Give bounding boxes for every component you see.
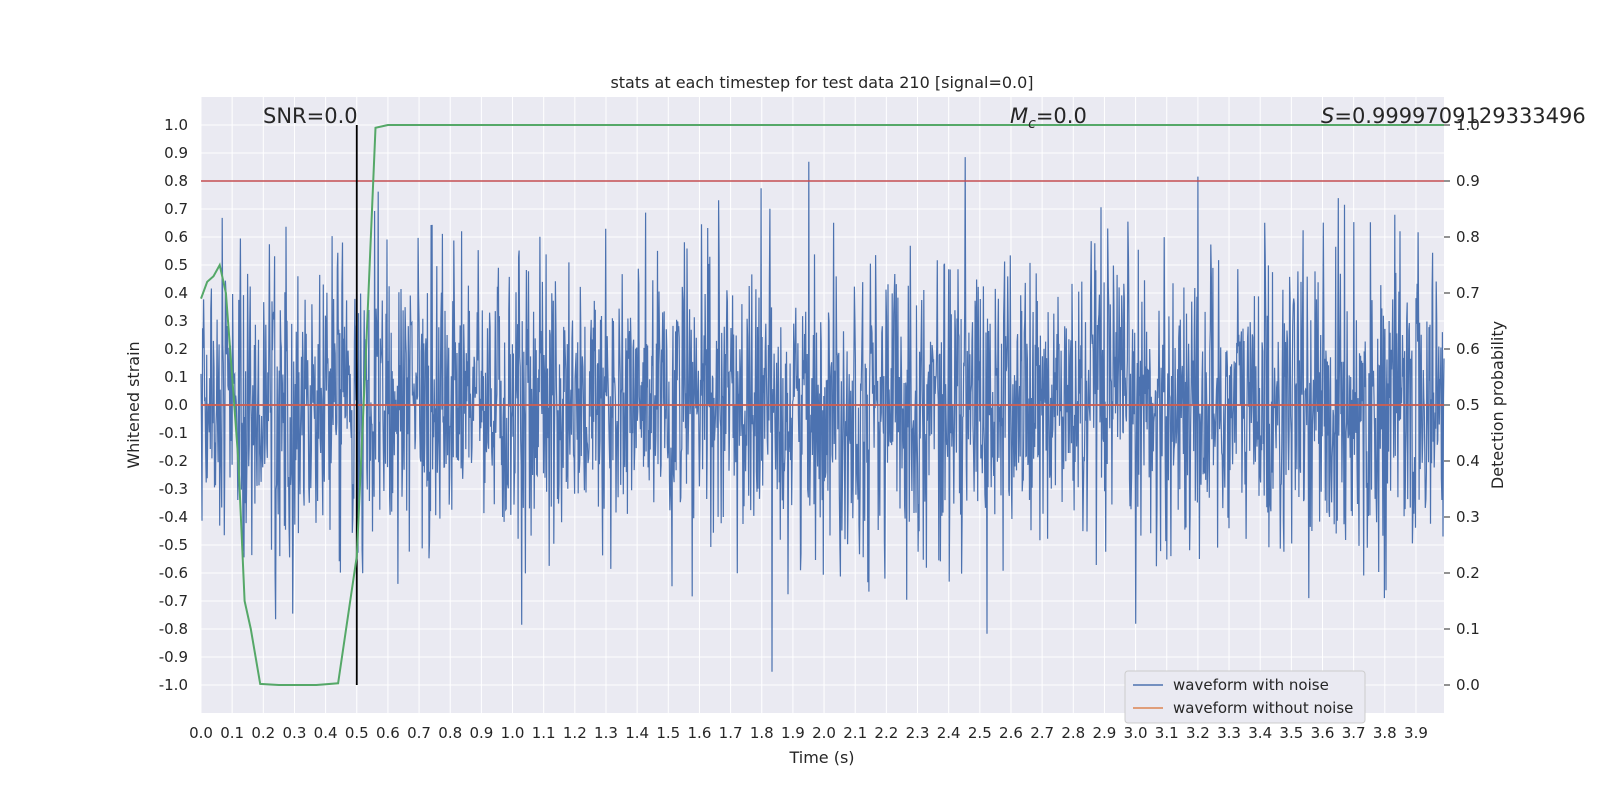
x-tick-label: 2.6 bbox=[999, 724, 1023, 742]
x-tick-label: 1.3 bbox=[594, 724, 618, 742]
y-tick-label: 0.9 bbox=[164, 144, 188, 162]
right-y-tick-label: 0.4 bbox=[1456, 452, 1480, 470]
mc-value: =0.0 bbox=[1036, 104, 1087, 128]
x-tick-label: 1.7 bbox=[719, 724, 743, 742]
legend-label-clean: waveform without noise bbox=[1173, 699, 1353, 717]
x-tick-label: 1.5 bbox=[656, 724, 680, 742]
snr-annotation: SNR=0.0 bbox=[263, 104, 358, 128]
x-tick-label: 3.6 bbox=[1311, 724, 1335, 742]
x-tick-label: 2.0 bbox=[812, 724, 836, 742]
x-tick-label: 0.3 bbox=[283, 724, 307, 742]
s-symbol: S bbox=[1321, 104, 1334, 128]
mc-subscript: c bbox=[1028, 116, 1036, 132]
x-tick-label: 3.5 bbox=[1279, 724, 1303, 742]
y-tick-label: 0.7 bbox=[164, 200, 188, 218]
x-tick-label: 3.3 bbox=[1217, 724, 1241, 742]
x-tick-label: 1.6 bbox=[688, 724, 712, 742]
x-tick-label: 2.3 bbox=[906, 724, 930, 742]
y-tick-label: 0.8 bbox=[164, 172, 188, 190]
right-y-tick-label: 1.0 bbox=[1456, 116, 1480, 134]
right-y-tick-label: 0.7 bbox=[1456, 284, 1480, 302]
right-y-tick-label: 0.0 bbox=[1456, 676, 1480, 694]
right-y-tick-label: 0.9 bbox=[1456, 172, 1480, 190]
x-tick-label: 1.1 bbox=[532, 724, 556, 742]
noise-line bbox=[200, 157, 1445, 672]
y-tick-label: 0.1 bbox=[164, 368, 188, 386]
x-tick-label: 2.5 bbox=[968, 724, 992, 742]
x-tick-label: 0.5 bbox=[345, 724, 369, 742]
x-tick-label: 0.7 bbox=[407, 724, 431, 742]
y-tick-label: -0.4 bbox=[159, 508, 188, 526]
x-tick-label: 2.8 bbox=[1061, 724, 1085, 742]
legend-box bbox=[1124, 670, 1366, 724]
y-tick-label: -1.0 bbox=[159, 676, 188, 694]
y-tick-label: 1.0 bbox=[164, 116, 188, 134]
y-tick-label: -0.2 bbox=[159, 452, 188, 470]
s-annotation: S=0.9999709129333496 bbox=[1321, 104, 1586, 128]
y-tick-label: 0.5 bbox=[164, 256, 188, 274]
x-tick-label: 3.8 bbox=[1373, 724, 1397, 742]
y-tick-label: -0.9 bbox=[159, 648, 188, 666]
x-ticks: 0.0 0.1 0.2 0.3 0.4 0.5 0.6 0.7 0.8 0.9 1.0 1.1 1.2 1… bbox=[189, 724, 1428, 742]
chart-title: stats at each timestep for test data 210… bbox=[610, 73, 1033, 92]
x-tick-label: 3.7 bbox=[1342, 724, 1366, 742]
x-axis-label: Time (s) bbox=[788, 748, 854, 767]
y-tick-label: -0.1 bbox=[159, 424, 188, 442]
x-tick-label: 3.0 bbox=[1124, 724, 1148, 742]
x-tick-label: 1.0 bbox=[501, 724, 525, 742]
x-tick-label: 0.4 bbox=[314, 724, 338, 742]
x-tick-label: 2.7 bbox=[1030, 724, 1054, 742]
y-tick-label: 0.0 bbox=[164, 396, 188, 414]
y-tick-label: 0.6 bbox=[164, 228, 188, 246]
x-tick-label: 0.9 bbox=[469, 724, 493, 742]
y-tick-label: 0.3 bbox=[164, 312, 188, 330]
x-tick-label: 0.2 bbox=[251, 724, 275, 742]
right-y-tick-label: 0.3 bbox=[1456, 508, 1480, 526]
right-y-tick-label: 0.1 bbox=[1456, 620, 1480, 638]
s-value: =0.9999709129333496 bbox=[1334, 104, 1585, 128]
y-tick-label: 0.4 bbox=[164, 284, 188, 302]
y-axis-label: Whitened strain bbox=[124, 341, 143, 468]
x-tick-label: 2.2 bbox=[874, 724, 898, 742]
x-tick-label: 0.8 bbox=[438, 724, 462, 742]
x-tick-label: 3.4 bbox=[1248, 724, 1272, 742]
right-y-tick-label: 0.6 bbox=[1456, 340, 1480, 358]
y-tick-label: -0.7 bbox=[159, 592, 188, 610]
y-tick-label: -0.6 bbox=[159, 564, 188, 582]
y-tick-label: 0.2 bbox=[164, 340, 188, 358]
right-y-tick-label: 0.8 bbox=[1456, 228, 1480, 246]
right-y-tick-label: 0.5 bbox=[1456, 396, 1480, 414]
x-tick-label: 0.6 bbox=[376, 724, 400, 742]
legend-label-noise: waveform with noise bbox=[1173, 676, 1329, 694]
x-tick-label: 0.0 bbox=[189, 724, 213, 742]
mc-symbol: M bbox=[1010, 104, 1028, 128]
right-y-axis-label: Detection probability bbox=[1488, 321, 1507, 489]
x-tick-label: 1.4 bbox=[625, 724, 649, 742]
detection-probability-line bbox=[200, 124, 1444, 686]
reference-lines bbox=[200, 124, 1444, 686]
x-tick-label: 3.1 bbox=[1155, 724, 1179, 742]
mc-annotation: Mc=0.0 bbox=[1010, 104, 1087, 132]
x-tick-label: 1.9 bbox=[781, 724, 805, 742]
legend: waveform with noise waveform without noi… bbox=[1124, 670, 1366, 724]
series-waveform-with-noise bbox=[200, 157, 1445, 672]
y-tick-label: -0.3 bbox=[159, 480, 188, 498]
right-y-ticks: 1.0 0.9 0.8 0.7 0.6 0.5 0.4 0.3 0.2 0.1 0.0 bbox=[1444, 116, 1480, 694]
x-tick-label: 3.9 bbox=[1404, 724, 1428, 742]
x-tick-label: 2.9 bbox=[1093, 724, 1117, 742]
x-tick-label: 1.8 bbox=[750, 724, 774, 742]
x-tick-label: 3.2 bbox=[1186, 724, 1210, 742]
x-tick-label: 2.1 bbox=[843, 724, 867, 742]
y-tick-label: -0.5 bbox=[159, 536, 188, 554]
x-tick-label: 1.2 bbox=[563, 724, 587, 742]
left-y-ticks: 1.0 0.9 0.8 0.7 0.6 0.5 0.4 0.3 0.2 0.1 0.0 -0.1 -0.… bbox=[159, 116, 188, 694]
x-tick-label: 0.1 bbox=[220, 724, 244, 742]
y-tick-label: -0.8 bbox=[159, 620, 188, 638]
x-tick-label: 2.4 bbox=[937, 724, 961, 742]
right-y-tick-label: 0.2 bbox=[1456, 564, 1480, 582]
